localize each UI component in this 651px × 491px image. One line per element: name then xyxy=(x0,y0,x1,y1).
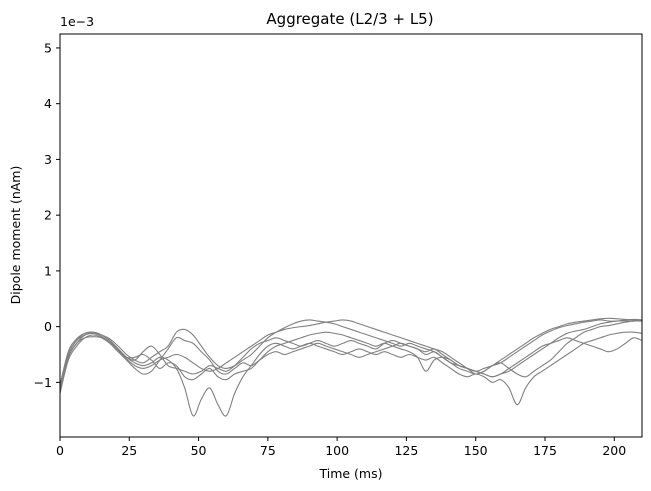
y-tick-label: 5 xyxy=(44,40,52,55)
y-axis: −1 0 1 2 3 4 5 xyxy=(34,40,60,390)
x-tick-label: 175 xyxy=(533,443,557,458)
y-tick-label: 3 xyxy=(44,152,52,167)
series-line-3 xyxy=(59,334,643,394)
x-tick-label: 25 xyxy=(121,443,137,458)
series-line-6 xyxy=(59,318,643,389)
y-tick-label: −1 xyxy=(34,375,52,390)
y-tick-label: 1 xyxy=(44,263,52,278)
x-tick-label: 0 xyxy=(56,443,64,458)
y-offset-label: 1e−3 xyxy=(60,14,94,29)
x-tick-label: 200 xyxy=(602,443,626,458)
y-axis-label: Dipole moment (nAm) xyxy=(8,166,23,305)
x-tick-label: 125 xyxy=(394,443,418,458)
series-line-2 xyxy=(59,331,643,417)
series-line-1 xyxy=(59,320,643,391)
series-line-5 xyxy=(59,317,643,391)
x-tick-label: 75 xyxy=(260,443,276,458)
plot-frame xyxy=(59,33,643,438)
x-axis-label: Time (ms) xyxy=(318,466,382,481)
x-tick-label: 100 xyxy=(325,443,349,458)
series-group xyxy=(59,317,643,417)
x-axis: 0 25 50 75 100 125 150 175 200 xyxy=(56,437,626,458)
chart-title: Aggregate (L2/3 + L5) xyxy=(266,10,433,28)
y-tick-label: 4 xyxy=(44,96,52,111)
y-tick-label: 0 xyxy=(44,319,52,334)
x-tick-label: 50 xyxy=(191,443,207,458)
series-line-4 xyxy=(59,319,643,386)
y-tick-label: 2 xyxy=(44,208,52,223)
x-tick-label: 150 xyxy=(464,443,488,458)
